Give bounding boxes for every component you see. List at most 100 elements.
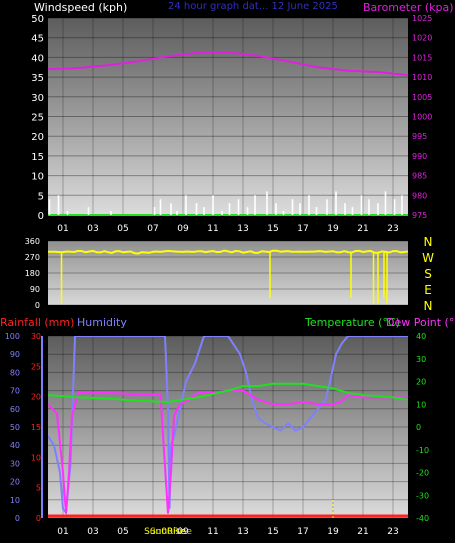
rainfall-tick-label: 0 [36, 514, 41, 523]
temperature-tick-label: -10 [416, 446, 429, 455]
direction-tick-label: 360 [25, 237, 40, 246]
direction-tick-label: 90 [30, 285, 40, 294]
barometer-tick-label: 980 [412, 191, 427, 200]
windspeed-bar [110, 211, 112, 215]
hour-tick-label: 13 [237, 527, 248, 537]
chart-title: 24 hour graph dat... 12 June 2025 [168, 1, 338, 12]
barometer-tick-label: 1025 [412, 14, 432, 23]
windspeed-bar [212, 195, 214, 215]
hour-tick-label: 09 [177, 527, 189, 537]
windspeed-bar [326, 199, 328, 215]
rainfall-axis: 0 5 10 15 20 25 30 [31, 332, 41, 523]
compass-label: N [424, 299, 433, 313]
humidity-tick-label: 10 [10, 496, 20, 505]
windspeed-bar [401, 195, 403, 215]
hour-tick-label: 13 [237, 224, 248, 234]
rain-hum-temp-grid [41, 335, 408, 519]
hour-tick-label: 05 [117, 527, 128, 537]
windspeed-bar [291, 199, 294, 215]
hour-tick-label: 17 [297, 224, 308, 234]
temperature-tick-label: -20 [416, 469, 429, 478]
humidity-tick-label: 70 [10, 387, 20, 396]
humidity-tick-label: 30 [10, 459, 20, 468]
barometer-tick-label: 985 [412, 172, 427, 181]
hour-tick-label: 11 [207, 224, 218, 234]
barometer-axis: 975 980 985 990 995 1000 1005 1010 1015 1020 1025 [412, 14, 432, 220]
windspeed-bar [237, 199, 240, 215]
windspeed-bar [315, 207, 318, 215]
humidity-label: Humidity [77, 316, 127, 329]
humidity-axis: 0 10 20 30 40 50 60 70 80 90 100 [5, 332, 20, 523]
windspeed-tick-label: 30 [31, 93, 44, 104]
humidity-tick-label: 80 [10, 368, 20, 377]
compass-label: E [424, 283, 432, 297]
hour-tick-label: 17 [297, 527, 308, 537]
windspeed-bar [384, 191, 387, 215]
windspeed-bar [66, 211, 69, 215]
windspeed-bar [203, 207, 205, 215]
windspeed-bar [299, 203, 301, 215]
windspeed-axis-label: Windspeed (kph) [34, 1, 127, 14]
hour-tick-label: 15 [267, 527, 278, 537]
hour-tick-label: 23 [387, 224, 398, 234]
windspeed-tick-label: 35 [31, 73, 44, 84]
windspeed-tick-label: 25 [31, 113, 44, 124]
humidity-tick-label: 90 [10, 350, 20, 359]
wind-direction-spikes [60, 251, 388, 305]
windspeed-tick-label: 40 [31, 53, 44, 64]
windspeed-bar [153, 207, 156, 215]
temperature-tick-label: 20 [416, 378, 426, 387]
windspeed-bars [48, 191, 403, 215]
temperature-tick-label: -30 [416, 491, 429, 500]
hour-tick-label: 19 [327, 527, 339, 537]
hour-tick-label: 03 [87, 527, 98, 537]
temperature-axis: -40 -30 -20 -10 0 10 20 30 40 [416, 332, 429, 523]
windspeed-bar [377, 203, 379, 215]
wind-baro-grid [48, 17, 408, 216]
hour-tick-label: 15 [267, 224, 278, 234]
hour-tick-label: 01 [57, 224, 68, 234]
wind-baro-x-axis: 01 03 05 07 09 11 13 15 17 19 21 23 [57, 224, 398, 234]
windspeed-tick-label: 20 [31, 132, 44, 143]
windspeed-tick-label: 10 [31, 172, 44, 183]
windspeed-bar [368, 199, 370, 215]
wind-direction-line [48, 249, 408, 255]
barometer-tick-label: 1005 [412, 93, 432, 102]
windspeed-bar [344, 203, 346, 215]
humidity-tick-label: 100 [5, 332, 20, 341]
hour-tick-label: 11 [207, 527, 218, 537]
windspeed-bar [335, 191, 337, 215]
windspeed-bar [275, 203, 277, 215]
rainfall-tick-label: 30 [31, 332, 41, 341]
windspeed-bar [195, 203, 198, 215]
windspeed-bar [159, 199, 162, 215]
barometer-tick-label: 975 [412, 211, 427, 220]
windspeed-bar [308, 195, 310, 215]
wind-direction-grid [48, 240, 408, 306]
humidity-line [48, 336, 408, 515]
temperature-tick-label: 30 [416, 355, 426, 364]
humidity-tick-label: 0 [15, 514, 20, 523]
rainfall-tick-label: 20 [31, 393, 41, 402]
compass-label: W [422, 251, 434, 265]
humidity-tick-label: 20 [10, 478, 20, 487]
hour-tick-label: 21 [357, 527, 368, 537]
temperature-tick-label: 10 [416, 400, 426, 409]
hour-tick-label: 21 [357, 224, 368, 234]
windspeed-bar [228, 203, 231, 215]
barometer-tick-label: 1020 [412, 34, 432, 43]
windspeed-tick-label: 5 [38, 191, 44, 202]
temperature-label: Temperature (°C) [304, 316, 400, 329]
windspeed-tick-label: 15 [31, 152, 44, 163]
dewpoint-line [48, 389, 408, 514]
barometer-tick-label: 1000 [412, 113, 432, 122]
wind-baro-plot-area [48, 18, 408, 215]
windspeed-bar [266, 191, 268, 215]
hour-tick-label: 03 [87, 224, 98, 234]
temperature-tick-label: 40 [416, 332, 426, 341]
sunrise-label: Sun0Rise [150, 527, 192, 537]
hour-tick-label: 23 [387, 527, 398, 537]
